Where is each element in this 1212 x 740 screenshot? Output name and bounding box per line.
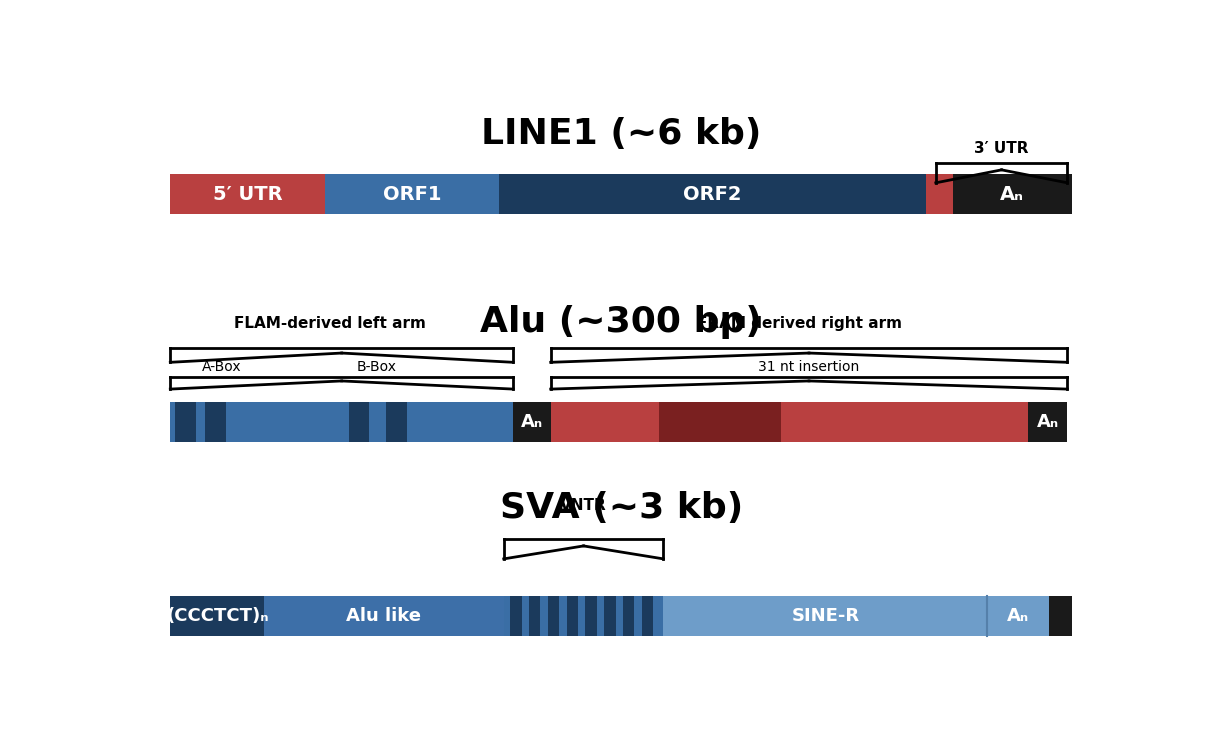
Text: 5′ UTR: 5′ UTR — [213, 185, 282, 204]
Bar — [926, 174, 953, 214]
Bar — [663, 596, 988, 636]
Bar — [659, 402, 781, 442]
Bar — [170, 596, 264, 636]
Bar — [1048, 596, 1073, 636]
Text: B-Box: B-Box — [356, 360, 398, 374]
Text: SINE-R: SINE-R — [791, 607, 859, 625]
Bar — [548, 596, 559, 636]
Text: FLAM-derived left arm: FLAM-derived left arm — [234, 316, 425, 331]
Bar — [325, 174, 499, 214]
Text: ORF2: ORF2 — [684, 185, 742, 204]
Bar — [567, 596, 578, 636]
Bar — [530, 596, 541, 636]
Bar — [205, 402, 225, 442]
Bar — [170, 402, 513, 442]
Text: Aₙ: Aₙ — [1036, 413, 1058, 431]
Bar — [1028, 402, 1068, 442]
Text: Aₙ: Aₙ — [1000, 185, 1024, 204]
Text: ORF1: ORF1 — [383, 185, 441, 204]
Text: 31 nt insertion: 31 nt insertion — [759, 360, 859, 374]
Bar — [349, 402, 370, 442]
Text: Alu like: Alu like — [347, 607, 422, 625]
Bar — [387, 402, 407, 442]
Text: SVA (~3 kb): SVA (~3 kb) — [499, 491, 743, 525]
Text: 3′ UTR: 3′ UTR — [974, 141, 1029, 156]
Text: Aₙ: Aₙ — [521, 413, 543, 431]
Bar — [510, 596, 521, 636]
Bar — [585, 596, 596, 636]
Text: VNTR: VNTR — [560, 498, 607, 514]
Text: (CCCTCT)ₙ: (CCCTCT)ₙ — [166, 607, 269, 625]
Bar — [170, 174, 325, 214]
Bar — [264, 596, 504, 636]
Bar — [550, 402, 1028, 442]
Text: FRAM derived right arm: FRAM derived right arm — [697, 316, 902, 331]
Text: Aₙ: Aₙ — [1007, 607, 1029, 625]
Bar — [513, 402, 550, 442]
Bar — [499, 174, 926, 214]
Text: LINE1 (~6 kb): LINE1 (~6 kb) — [481, 117, 761, 151]
Bar — [605, 596, 616, 636]
Bar — [953, 174, 1071, 214]
Bar — [642, 596, 653, 636]
Bar — [988, 596, 1048, 636]
Text: A-Box: A-Box — [202, 360, 241, 374]
Bar — [504, 596, 663, 636]
Text: Alu (~300 bp): Alu (~300 bp) — [480, 306, 762, 340]
Bar — [623, 596, 634, 636]
Bar — [175, 402, 195, 442]
